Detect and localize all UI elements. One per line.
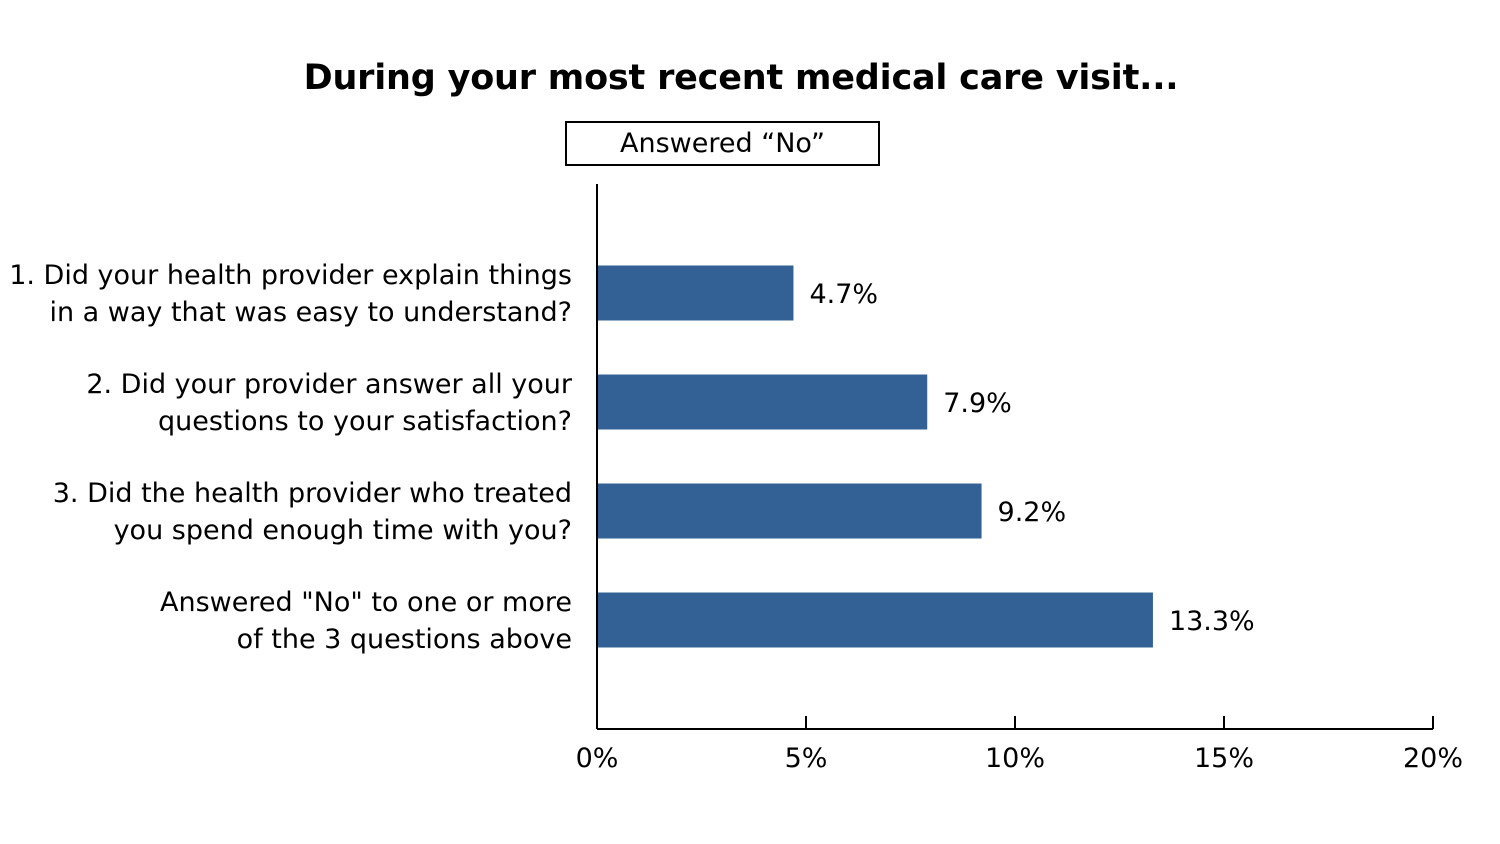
category-label-3-line-2: you spend enough time with you? xyxy=(114,515,572,546)
bars-layer xyxy=(597,265,1153,648)
x-tick-label-4: 15% xyxy=(1194,743,1254,774)
category-label-4-line-1: Answered "No" to one or more xyxy=(160,587,572,618)
category-label-1-line-1: 1. Did your health provider explain thin… xyxy=(9,260,572,291)
category-label-2-line-1: 2. Did your provider answer all your xyxy=(86,369,573,400)
axes-layer: 0% 5% 10% 15% 20% xyxy=(576,184,1463,774)
data-label-3: 9.2% xyxy=(998,497,1067,528)
data-label-4: 13.3% xyxy=(1169,606,1255,637)
bar-1 xyxy=(597,265,794,321)
labels-layer: 4.7% 1. Did your health provider explain … xyxy=(9,260,1255,655)
x-tick-label-2: 5% xyxy=(785,743,828,774)
data-label-2: 7.9% xyxy=(943,388,1012,419)
data-label-1: 4.7% xyxy=(809,279,878,310)
x-tick-label-1: 0% xyxy=(576,743,619,774)
x-tick-label-5: 20% xyxy=(1403,743,1463,774)
chart-title: During your most recent medical care vis… xyxy=(303,58,1179,98)
legend-box: Answered “No” xyxy=(565,121,880,166)
category-label-4-line-2: of the 3 questions above xyxy=(237,624,572,655)
category-label-1-line-2: in a way that was easy to understand? xyxy=(49,297,572,328)
bar-4 xyxy=(597,592,1153,648)
bar-3 xyxy=(597,483,982,539)
category-label-2-line-2: questions to your satisfaction? xyxy=(158,406,572,437)
x-tick-label-3: 10% xyxy=(985,743,1045,774)
category-label-3-line-1: 3. Did the health provider who treated xyxy=(53,478,572,509)
bar-2 xyxy=(597,374,928,430)
